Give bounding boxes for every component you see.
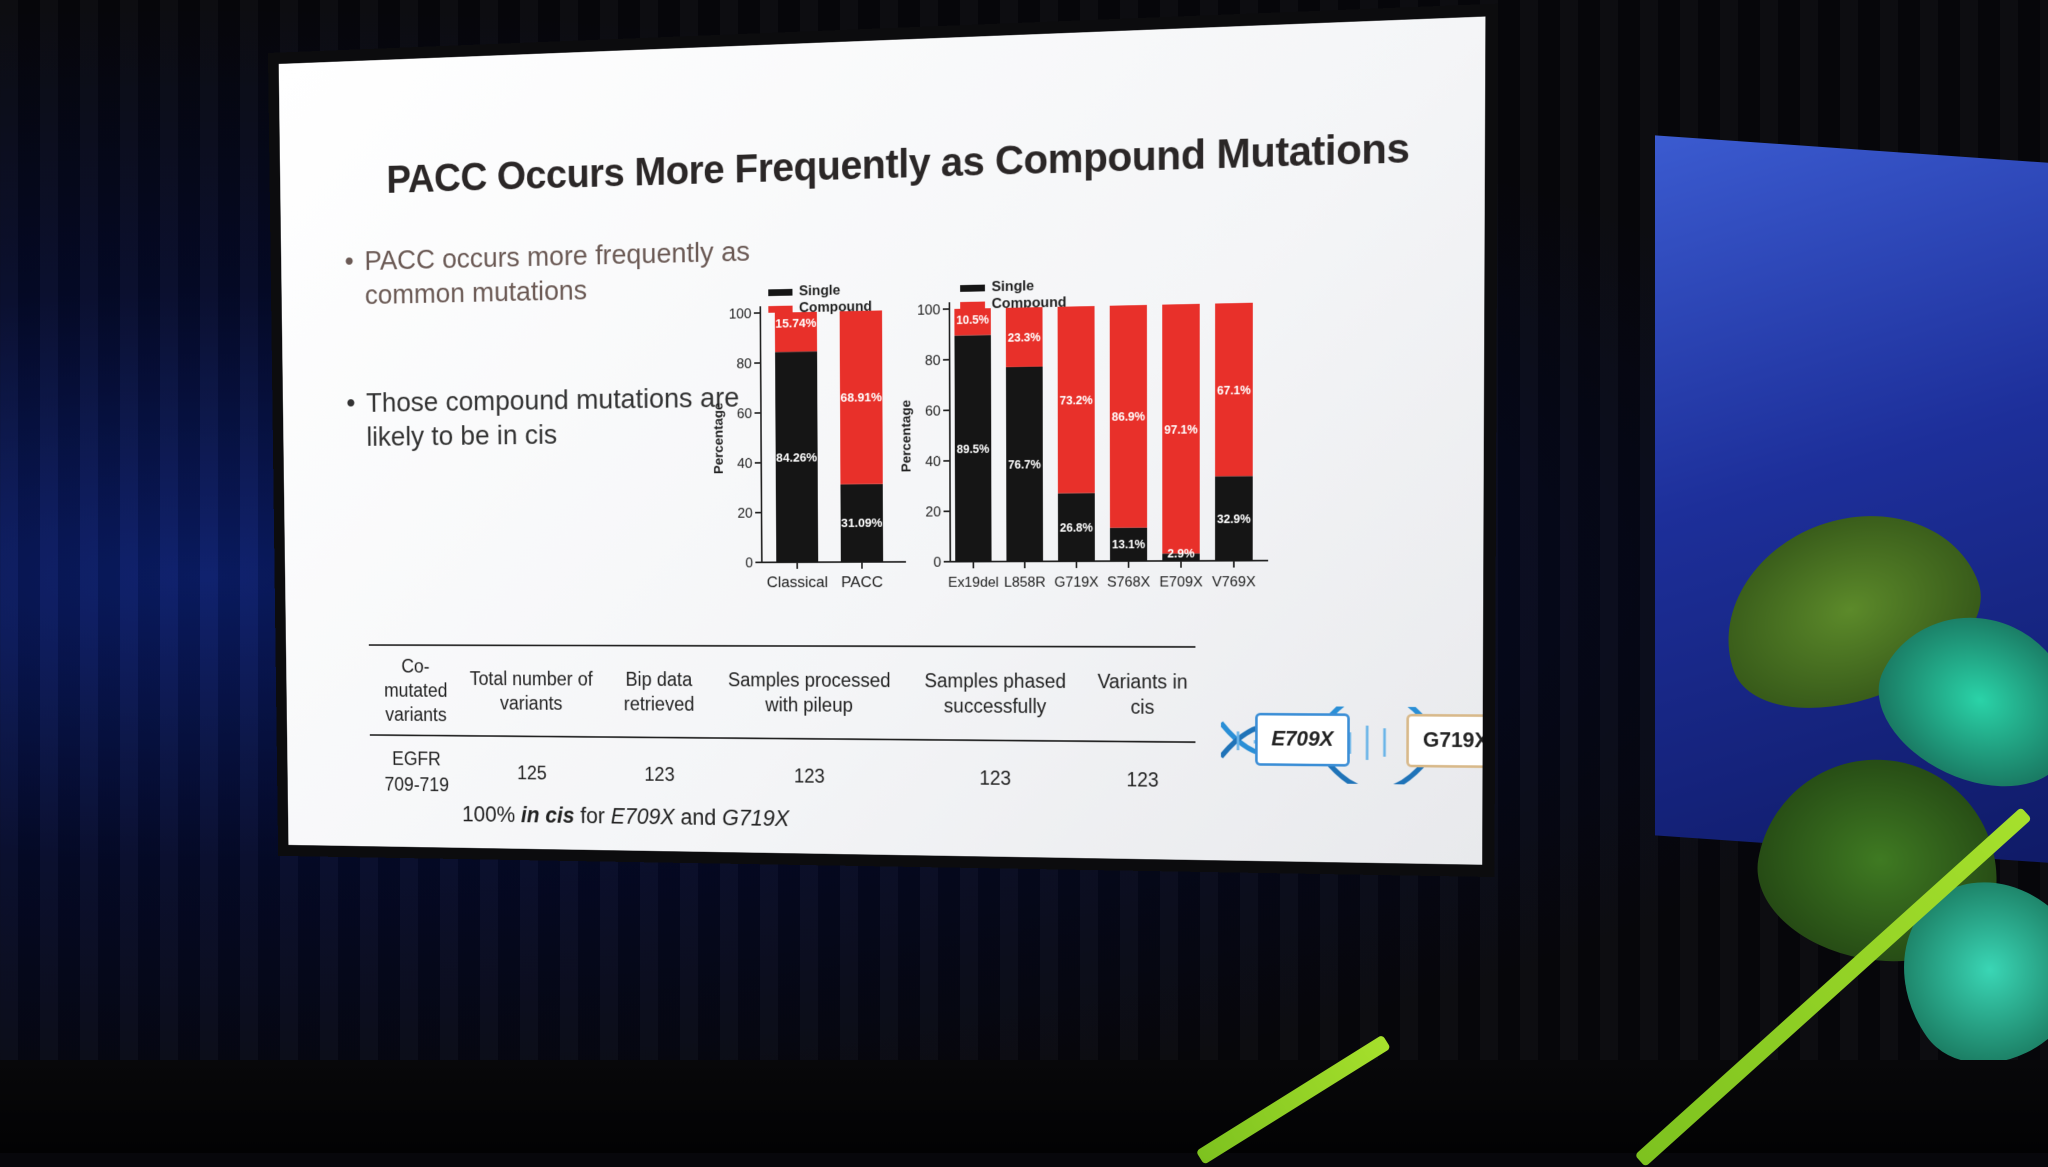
- y-axis-title: Percentage: [899, 400, 914, 473]
- table-header: Total number of variants: [462, 645, 601, 737]
- y-tick-label: 20: [926, 503, 942, 519]
- y-tick-label: 60: [925, 402, 941, 418]
- data-label-single: 26.8%: [1060, 522, 1094, 535]
- table-cell: 125: [463, 736, 602, 810]
- data-label-single: 32.9%: [1217, 513, 1251, 526]
- table-header-row: Co-mutated variants Total number of vari…: [369, 645, 1196, 742]
- cis-mutation-1: E709X: [611, 804, 675, 829]
- y-tick-label: 60: [737, 405, 752, 421]
- bullet-2: • Those compound mutations are likely to…: [366, 380, 757, 454]
- x-tick-label: E709X: [1159, 573, 1202, 590]
- data-label-compound: 68.91%: [840, 391, 882, 406]
- mutation-label-g719x: G719X: [1406, 714, 1485, 768]
- table-header: Co-mutated variants: [369, 645, 463, 736]
- cis-note: 100% in cis for E709X and G719X: [462, 802, 789, 832]
- x-tick-label: V769X: [1212, 573, 1256, 590]
- x-tick-label: Classical: [767, 574, 828, 591]
- x-tick-label: L858R: [1004, 574, 1046, 590]
- y-tick-label: 80: [737, 355, 752, 371]
- phasing-table: Co-mutated variants Total number of vari…: [369, 644, 1196, 817]
- table-cell: 123: [901, 740, 1090, 817]
- x-tick-label: PACC: [841, 574, 883, 591]
- y-tick-label: 0: [933, 554, 941, 570]
- y-axis-line: [949, 302, 950, 561]
- y-axis-line: [760, 306, 762, 562]
- data-label-compound: 10.5%: [956, 314, 989, 328]
- data-label-single: 89.5%: [957, 443, 990, 456]
- y-tick-label: 40: [925, 453, 941, 469]
- chart-classical-vs-pacc: Percentage 0 20 40 60 80 100 Classical 84.26% 15.…: [704, 280, 916, 616]
- table-cell: 123: [718, 738, 902, 814]
- x-tick-label: Ex19del: [948, 574, 999, 590]
- y-tick-label: 40: [737, 455, 752, 471]
- data-label-compound: 15.74%: [775, 316, 817, 331]
- table-cell: 123: [1090, 741, 1196, 817]
- data-label-compound: 73.2%: [1060, 394, 1094, 408]
- x-tick-label: G719X: [1054, 574, 1098, 590]
- table-cell: 123: [601, 737, 719, 811]
- y-tick-label: 0: [745, 555, 753, 571]
- chart-mutation-subtypes: Percentage 0 20 40 60 80 100 Ex19del 89.5% 10.5% L…: [898, 272, 1268, 616]
- dna-illustration: E709X G719X: [1221, 706, 1486, 786]
- bullet-1-text: PACC occurs more frequently as common mu…: [364, 236, 750, 311]
- cis-and: and: [674, 805, 722, 830]
- cis-prefix: 100%: [462, 802, 521, 827]
- slide-title: PACC Occurs More Frequently as Compound …: [386, 125, 1409, 203]
- data-label-compound: 67.1%: [1217, 384, 1251, 398]
- y-tick-label: 20: [738, 505, 753, 521]
- data-label-compound: 97.1%: [1164, 423, 1198, 437]
- bullet-2-text: Those compound mutations are likely to b…: [366, 382, 739, 453]
- data-label-single: 84.26%: [776, 450, 818, 464]
- bullet-dot: •: [345, 244, 354, 278]
- data-label-single: 31.09%: [841, 516, 883, 530]
- y-tick-label: 100: [729, 305, 752, 322]
- presentation-screen: PACC Occurs More Frequently as Compound …: [268, 4, 1498, 877]
- bullet-1: • PACC occurs more frequently as common …: [364, 234, 756, 313]
- table-cell: EGFR 709-719: [370, 735, 464, 808]
- y-axis-title: Percentage: [711, 402, 726, 474]
- table-header: Variants in cis: [1090, 647, 1196, 742]
- bullet-dot: •: [346, 386, 355, 420]
- x-tick-label: S768X: [1107, 573, 1150, 589]
- y-tick-label: 80: [925, 352, 941, 369]
- data-label-single: 76.7%: [1008, 459, 1041, 472]
- cis-mid: for: [574, 803, 611, 828]
- data-label-single: 13.1%: [1112, 539, 1146, 552]
- cis-mutation-2: G719X: [722, 805, 789, 831]
- data-label-compound: 23.3%: [1008, 331, 1041, 345]
- data-label-single: 2.9%: [1167, 548, 1194, 561]
- table-header: Samples processed with pileup: [717, 646, 901, 740]
- table-header: Samples phased successfully: [901, 646, 1090, 741]
- mutation-label-e709x: E709X: [1255, 713, 1350, 767]
- y-tick-label: 100: [917, 301, 940, 318]
- data-label-compound: 86.9%: [1112, 411, 1146, 425]
- table-header: Bip data retrieved: [600, 646, 718, 738]
- cis-emphasis: in cis: [521, 803, 575, 828]
- slide: PACC Occurs More Frequently as Compound …: [279, 17, 1486, 865]
